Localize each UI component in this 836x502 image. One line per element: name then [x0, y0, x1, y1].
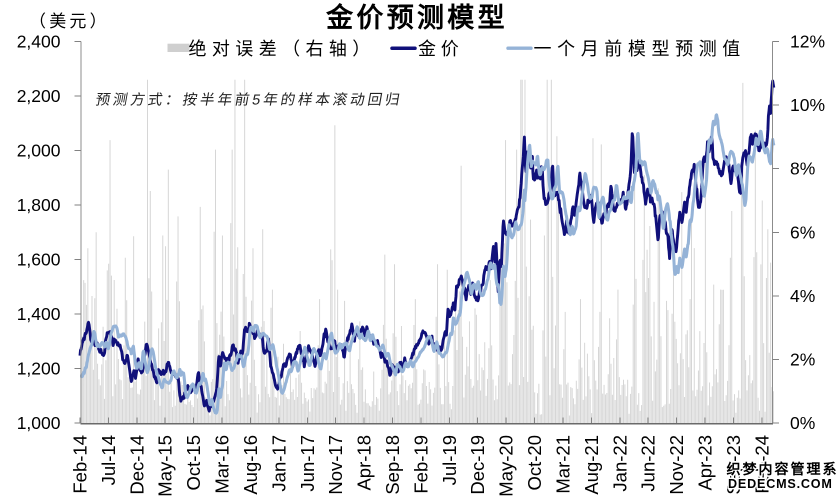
svg-text:Feb-14: Feb-14 [70, 435, 91, 494]
svg-text:Aug-21: Aug-21 [581, 435, 602, 495]
svg-text:Oct-20: Oct-20 [524, 435, 545, 491]
svg-text:Apr-23: Apr-23 [695, 435, 716, 491]
svg-text:Mar-21: Mar-21 [553, 435, 574, 494]
svg-text:金价预测模型: 金价预测模型 [325, 2, 508, 33]
svg-text:4%: 4% [790, 286, 815, 306]
svg-text:1,600: 1,600 [17, 250, 61, 270]
svg-text:8%: 8% [790, 159, 815, 179]
svg-text:预测方式：按半年前5年的样本滚动回归: 预测方式：按半年前5年的样本滚动回归 [94, 92, 404, 109]
svg-text:1,800: 1,800 [17, 195, 61, 215]
svg-text:Jul-19: Jul-19 [439, 435, 460, 485]
svg-text:Aug-16: Aug-16 [240, 435, 261, 495]
svg-text:10%: 10% [790, 95, 825, 115]
svg-text:Apr-18: Apr-18 [354, 435, 375, 491]
svg-text:织梦内容管理系统: 织梦内容管理系统 [727, 461, 836, 477]
svg-text:Dec-14: Dec-14 [126, 435, 147, 495]
svg-text:绝对误差（右轴）: 绝对误差（右轴） [189, 39, 376, 59]
svg-text:金价: 金价 [418, 39, 463, 59]
svg-text:1,200: 1,200 [17, 359, 61, 379]
svg-text:2%: 2% [790, 350, 815, 370]
svg-text:DEDECMS.COM: DEDECMS.COM [728, 477, 833, 491]
svg-text:6%: 6% [790, 222, 815, 242]
svg-text:May-15: May-15 [155, 435, 176, 497]
svg-text:2,000: 2,000 [17, 141, 61, 161]
svg-text:Jan-22: Jan-22 [609, 435, 630, 492]
svg-text:Oct-15: Oct-15 [183, 435, 204, 491]
svg-text:Jun-22: Jun-22 [638, 435, 659, 492]
svg-text:0%: 0% [790, 413, 815, 433]
svg-text:一个月前模型预测值: 一个月前模型预测值 [534, 39, 746, 59]
svg-text:Nov-22: Nov-22 [666, 435, 687, 495]
svg-text:May-20: May-20 [496, 435, 517, 497]
svg-text:Mar-16: Mar-16 [212, 435, 233, 494]
svg-text:（美元）: （美元） [29, 12, 110, 31]
svg-text:Jun-17: Jun-17 [297, 435, 318, 492]
svg-text:1,400: 1,400 [17, 304, 61, 324]
svg-text:12%: 12% [790, 32, 825, 52]
svg-text:Sep-18: Sep-18 [382, 435, 403, 495]
svg-text:1,000: 1,000 [17, 413, 61, 433]
svg-text:Dec-19: Dec-19 [467, 435, 488, 495]
svg-text:Nov-17: Nov-17 [325, 435, 346, 495]
svg-text:Jul-14: Jul-14 [98, 435, 119, 485]
svg-text:Feb-19: Feb-19 [410, 435, 431, 494]
svg-text:2,200: 2,200 [17, 86, 61, 106]
svg-text:Jan-17: Jan-17 [268, 435, 289, 492]
svg-text:2,400: 2,400 [17, 32, 61, 52]
